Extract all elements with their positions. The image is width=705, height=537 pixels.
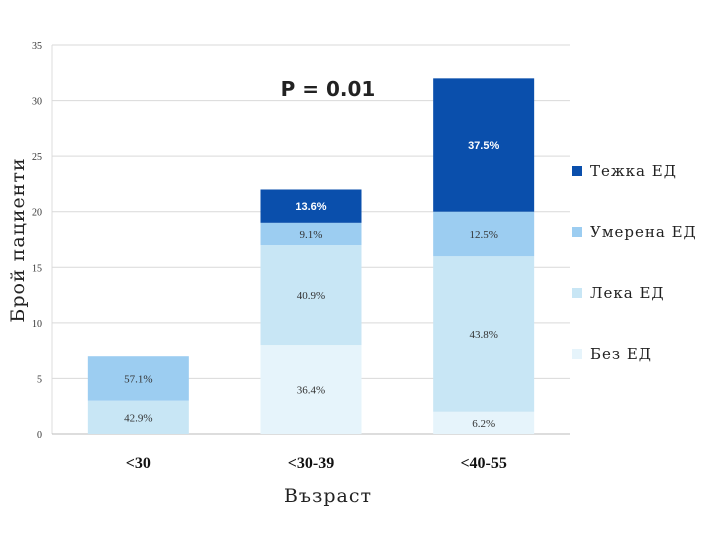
- data-label: 57.1%: [124, 373, 152, 385]
- y-tick-label: 10: [32, 319, 42, 330]
- legend-label: Без ЕД: [590, 345, 652, 363]
- data-label: 12.5%: [469, 229, 497, 241]
- y-tick-label: 20: [32, 208, 42, 219]
- legend-swatch: [572, 227, 582, 237]
- x-tick-label: <40-55: [460, 455, 506, 472]
- y-axis-title: Брой пациенти: [7, 157, 29, 322]
- legend-label: Умерена ЕД: [590, 223, 697, 241]
- bar-segment: [260, 345, 362, 434]
- y-tick-label: 0: [37, 430, 42, 441]
- data-label: 40.9%: [297, 290, 325, 302]
- y-tick-label: 30: [32, 97, 42, 108]
- bar-segment: [87, 356, 189, 401]
- x-axis-ticks: <30 <30-39 <40-55: [126, 455, 507, 472]
- legend-label: Тежка ЕД: [590, 162, 677, 180]
- data-label: 36.4%: [297, 385, 325, 397]
- data-label: 6.2%: [472, 418, 495, 430]
- x-axis-title: Възраст: [284, 485, 372, 507]
- legend-swatch: [572, 288, 582, 298]
- bar-segment: [260, 189, 362, 223]
- x-tick-label: <30: [126, 455, 151, 472]
- bar-segment: [260, 245, 362, 346]
- legend-label: Лека ЕД: [590, 284, 665, 302]
- data-label: 42.9%: [124, 412, 152, 424]
- y-tick-label: 25: [32, 152, 42, 163]
- y-axis-ticks: 0 5 10 15 20 25 30 35: [32, 41, 42, 441]
- y-tick-label: 5: [37, 374, 42, 385]
- y-tick-label: 15: [32, 263, 42, 274]
- bar-segment: [433, 256, 535, 412]
- p-value-annotation: P = 0.01: [281, 77, 376, 101]
- bar-segment: [260, 222, 362, 246]
- bar-segment: [87, 400, 189, 434]
- x-tick-label: <30-39: [288, 455, 334, 472]
- bars: [87, 78, 535, 434]
- y-tick-label: 35: [32, 41, 42, 52]
- segment-labels: 42.9% 57.1% 36.4% 40.9% 9.1% 13.6% 6.2% 43.8% 12…: [124, 140, 499, 430]
- bar-segment: [433, 78, 535, 212]
- legend: Тежка ЕД Умерена ЕД Лека ЕД Без ЕД: [572, 162, 697, 363]
- data-label: 43.8%: [469, 329, 497, 341]
- data-label: 9.1%: [300, 229, 323, 241]
- legend-swatch: [572, 349, 582, 359]
- data-label: 37.5%: [468, 140, 499, 152]
- bar-segment: [433, 411, 535, 434]
- bar-segment: [433, 211, 535, 257]
- legend-swatch: [572, 166, 582, 176]
- data-label: 13.6%: [295, 201, 326, 213]
